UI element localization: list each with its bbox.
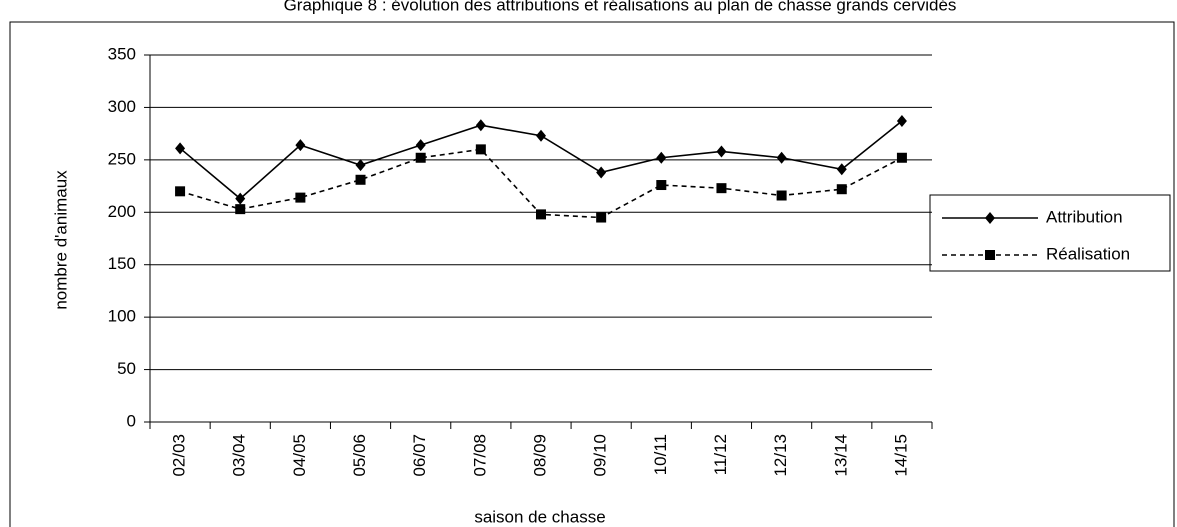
x-tick-label: 05/06: [350, 434, 369, 477]
point: [235, 192, 246, 205]
legend-label: Attribution: [1046, 207, 1123, 226]
point: [175, 142, 186, 155]
point: [536, 209, 546, 220]
y-tick-label: 300: [108, 97, 136, 116]
point: [836, 163, 847, 176]
y-tick-label: 350: [108, 44, 136, 63]
point: [896, 115, 907, 128]
y-tick-label: 250: [108, 149, 136, 168]
x-tick-label: 14/15: [891, 434, 910, 477]
point: [355, 159, 366, 172]
legend-box: [929, 194, 1171, 272]
point: [415, 139, 426, 152]
y-tick-label: 50: [117, 359, 136, 378]
x-tick-label: 07/08: [470, 434, 489, 477]
x-tick-label: 04/05: [290, 434, 309, 477]
x-tick-label: 08/09: [530, 434, 549, 477]
y-tick-label: 0: [127, 411, 136, 430]
y-tick-label: 150: [108, 254, 136, 273]
point: [536, 129, 546, 142]
x-tick-label: 10/11: [651, 434, 670, 475]
point: [475, 144, 486, 155]
x-axis-label: saison de chasse: [474, 507, 605, 526]
x-tick-label: 03/04: [230, 434, 249, 477]
legend-label: Réalisation: [1046, 244, 1130, 263]
point: [415, 152, 426, 163]
x-tick-label: 13/14: [831, 434, 850, 477]
y-axis-label: nombre d'animaux: [51, 170, 70, 310]
point: [656, 151, 667, 164]
point: [985, 212, 995, 224]
x-tick-label: 11/12: [711, 434, 730, 475]
point: [295, 192, 306, 203]
point: [776, 151, 787, 164]
point: [896, 152, 907, 163]
point: [355, 174, 366, 185]
point: [295, 139, 306, 152]
point: [836, 184, 847, 195]
point: [656, 180, 667, 191]
chart-title: Graphique 8 : évolution des attributions…: [284, 0, 957, 14]
point: [776, 190, 787, 201]
y-tick-label: 100: [108, 307, 136, 326]
point: [716, 183, 727, 194]
point: [596, 212, 607, 223]
point: [596, 166, 607, 179]
point: [475, 119, 486, 132]
point: [235, 204, 246, 215]
point: [716, 145, 727, 158]
point: [985, 250, 995, 260]
x-tick-label: 09/10: [591, 434, 610, 477]
chart-frame: [9, 21, 1175, 527]
y-tick-label: 200: [108, 202, 136, 221]
x-tick-label: 06/07: [410, 434, 429, 477]
point: [175, 186, 186, 197]
x-tick-label: 12/13: [771, 434, 790, 477]
x-tick-label: 02/03: [170, 434, 189, 477]
